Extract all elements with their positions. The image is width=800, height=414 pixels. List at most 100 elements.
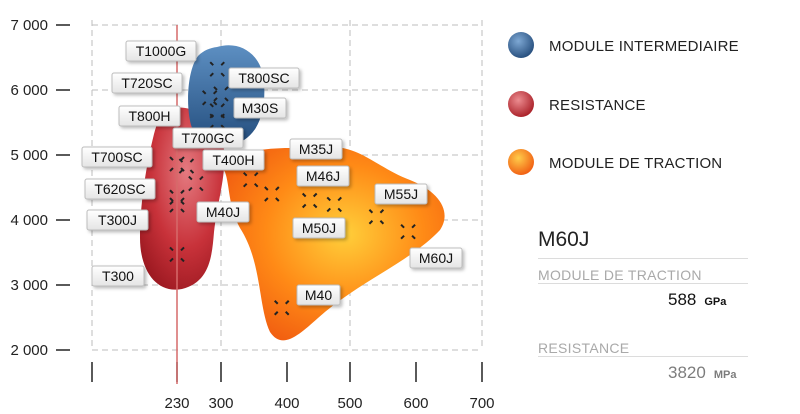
point-label-t1000g: T1000G <box>125 40 197 62</box>
legend-label: MODULE INTERMEDIAIRE <box>549 38 739 55</box>
point-label-text: T720SC <box>121 75 172 91</box>
point-label-text: T700GC <box>182 130 235 146</box>
info-divider <box>538 258 748 259</box>
point-label-m60j: M60J <box>409 247 463 269</box>
point-marker-m40j <box>264 186 280 202</box>
legend-swatch <box>508 149 534 175</box>
point-label-m46j: M46J <box>296 165 350 187</box>
point-label-box <box>374 183 428 205</box>
point-label-t720sc: T720SC <box>111 72 183 94</box>
point-label-box <box>125 40 197 62</box>
point-label-text: M40J <box>206 204 240 220</box>
point-label-box <box>409 247 463 269</box>
y-tick-label: 3 000 <box>10 277 48 294</box>
y-tick-label: 2 000 <box>10 342 48 359</box>
y-tick-label: 7 000 <box>10 17 48 34</box>
point-marker-m35j <box>242 171 259 188</box>
legend-label: MODULE DE TRACTION <box>549 155 722 172</box>
point-label-box <box>111 72 183 94</box>
point-marker-m60j <box>400 223 416 240</box>
point-marker-m55j <box>368 209 385 225</box>
point-label-m50j: M50J <box>292 217 346 239</box>
info-resistance-label: RESISTANCE <box>538 340 630 356</box>
point-label-t300: T300 <box>91 265 145 287</box>
info-traction-label: MODULE DE TRACTION <box>538 267 702 283</box>
point-label-m30s: M30S <box>233 97 287 119</box>
legend-label: RESISTANCE <box>549 97 646 114</box>
point-marker-m46j <box>301 192 318 209</box>
x-tick-label: 700 <box>469 395 494 412</box>
point-label-box <box>202 149 265 171</box>
point-label-text: T800H <box>128 108 170 124</box>
x-axis: 230 300 400 500 600 700 <box>91 362 495 412</box>
y-tick-label: 4 000 <box>10 212 48 229</box>
point-label-t620sc: T620SC <box>84 178 156 200</box>
legend-swatch <box>508 32 534 58</box>
x-tick-label: 400 <box>274 395 299 412</box>
point-label-text: T400H <box>212 152 254 168</box>
point-marker-t720sc <box>201 90 218 106</box>
point-label-box <box>172 127 244 149</box>
point-marker-m30s <box>209 113 225 129</box>
x-tick-label: 500 <box>337 395 362 412</box>
x-tick-label: 600 <box>403 395 428 412</box>
point-label-text: M50J <box>302 220 336 236</box>
point-label-t400h: T400H <box>202 149 265 171</box>
point-label-text: T800SC <box>238 70 289 86</box>
info-resistance-unit: MPa <box>713 369 737 381</box>
point-label-text: T300 <box>102 268 134 284</box>
info-traction-value-row: 588 GPa <box>668 290 778 310</box>
y-axis: 2 000 3 000 4 000 5 000 6 000 7 000 <box>10 17 70 359</box>
info-resistance-value: 3820 <box>668 363 706 382</box>
point-label-box <box>86 209 149 231</box>
legend-swatch <box>508 91 534 117</box>
point-label-text: T620SC <box>94 181 145 197</box>
point-label-m35j: M35J <box>289 138 343 160</box>
y-tick-label: 5 000 <box>10 147 48 164</box>
point-marker-t1000g <box>209 61 225 77</box>
point-label-box <box>228 67 300 89</box>
legend-item: MODULE INTERMEDIAIRE <box>508 32 739 58</box>
point-label-t800h: T800H <box>118 105 181 127</box>
data-points: T1000G T720SC T800SC T800H M30S T700SC T700GC T… <box>81 40 463 316</box>
info-divider <box>538 283 748 284</box>
point-marker-t300j <box>169 197 185 213</box>
point-marker-t400h <box>169 189 185 205</box>
point-label-t300j: T300J <box>86 209 149 231</box>
point-label-box <box>289 138 343 160</box>
point-label-box <box>91 265 145 287</box>
info-traction-unit: GPa <box>704 296 727 308</box>
point-label-box <box>84 178 156 200</box>
y-tick-label: 6 000 <box>10 82 48 99</box>
point-label-text: T700SC <box>91 149 142 165</box>
point-label-text: M30S <box>242 100 279 116</box>
point-label-text: M60J <box>419 250 453 266</box>
point-marker-m40 <box>274 300 290 316</box>
point-label-text: M35J <box>299 141 333 157</box>
legend: MODULE INTERMEDIAIRE RESISTANCE MODULE DE … <box>508 32 739 175</box>
x-tick-label: 300 <box>208 395 233 412</box>
point-marker-t300 <box>169 246 185 263</box>
info-resistance-value-row: 3820 MPa <box>668 363 778 383</box>
point-label-t800sc: T800SC <box>228 67 300 89</box>
point-marker-t700gc <box>178 158 195 174</box>
point-label-text: T300J <box>98 212 137 228</box>
point-label-text: M40 <box>305 287 332 303</box>
point-label-box <box>233 97 287 119</box>
point-marker-t620sc <box>188 175 204 192</box>
point-label-t700sc: T700SC <box>81 146 153 168</box>
point-label-box <box>196 201 250 223</box>
point-label-box <box>292 217 346 239</box>
point-label-box <box>296 284 341 306</box>
point-marker-t700sc <box>169 156 185 172</box>
point-label-m40j: M40J <box>196 201 250 223</box>
x-tick-label: 230 <box>164 395 189 412</box>
point-marker-m50j <box>326 196 342 213</box>
info-divider <box>538 356 748 357</box>
point-label-m55j: M55J <box>374 183 428 205</box>
point-label-text: T1000G <box>136 43 187 59</box>
point-label-m40: M40 <box>296 284 341 306</box>
point-marker-t800sc <box>213 86 229 102</box>
legend-item: RESISTANCE <box>508 91 646 117</box>
